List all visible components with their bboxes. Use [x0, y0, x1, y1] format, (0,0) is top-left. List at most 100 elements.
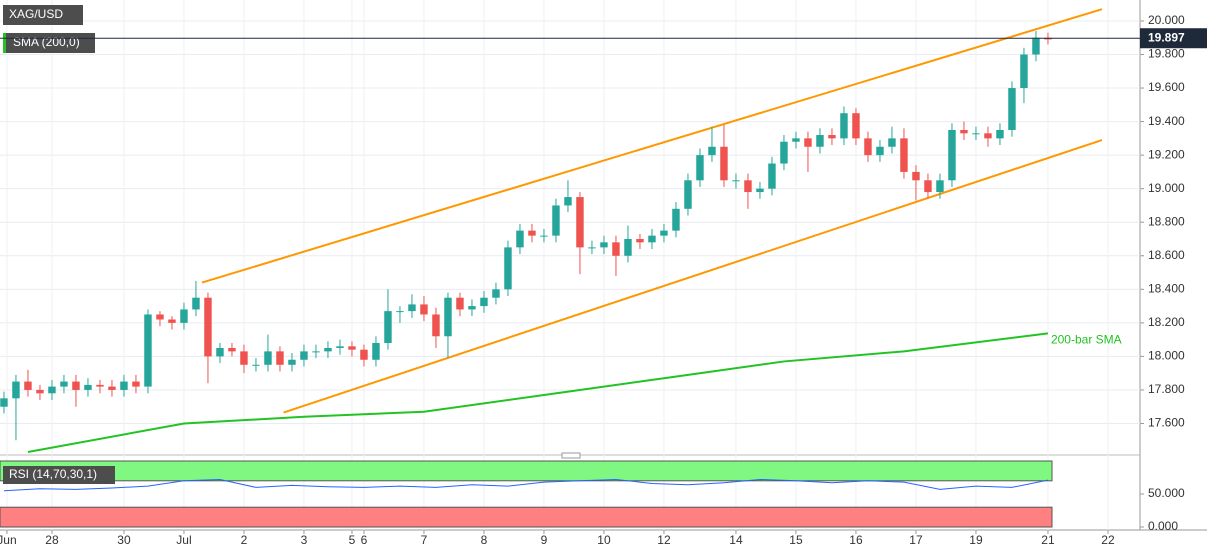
x-tick-label: Jul	[176, 533, 191, 547]
candle-body	[684, 180, 692, 209]
x-tick-label: 10	[597, 533, 611, 547]
candle-body	[120, 381, 128, 390]
candle-body	[696, 155, 704, 181]
y-tick-label: 18.800	[1148, 214, 1185, 228]
candle-body	[1020, 54, 1028, 89]
candle-body	[912, 171, 920, 181]
candle-body	[420, 304, 428, 315]
candle-body	[528, 230, 536, 236]
candle-body	[612, 242, 620, 256]
candle-body	[636, 238, 644, 243]
x-tick-label: 6	[361, 533, 368, 547]
y-tick-label: 18.600	[1148, 248, 1185, 262]
candle-body	[960, 129, 968, 134]
x-tick-label: Jun	[0, 533, 17, 547]
candle-body	[828, 135, 836, 139]
candle-body	[924, 180, 932, 193]
indicator-label: SMA (200,0)	[13, 35, 80, 49]
rsi-label-box	[3, 466, 115, 484]
x-tick-label: 3	[301, 533, 308, 547]
candle-body	[216, 348, 224, 357]
candle-body	[432, 314, 440, 337]
candle-body	[504, 247, 512, 290]
candle-body	[408, 304, 416, 312]
rsi-tick-label: 0.000	[1148, 519, 1178, 533]
candle-body	[396, 311, 404, 313]
trend-line	[201, 8, 1103, 284]
candle-body	[444, 297, 452, 337]
pane-handle[interactable]	[561, 452, 581, 459]
candle-body	[552, 205, 560, 236]
candle-body	[360, 349, 368, 360]
candle-body	[792, 138, 800, 142]
candle-body	[480, 297, 488, 307]
overbought-zone	[0, 460, 1053, 482]
y-tick-label: 18.400	[1148, 281, 1185, 295]
candle-body	[984, 133, 992, 139]
candle-body	[312, 351, 320, 353]
candle-body	[192, 297, 200, 310]
candle-body	[864, 138, 872, 156]
x-tick-label: 8	[481, 533, 488, 547]
sma-annotation: 200-bar SMA	[1051, 333, 1122, 347]
candle-body	[36, 389, 44, 394]
candle-body	[348, 346, 356, 350]
candle-body	[732, 180, 740, 182]
candle-body	[720, 146, 728, 181]
candle-body	[816, 135, 824, 147]
candle-body	[228, 348, 236, 352]
candle-body	[60, 381, 68, 387]
rsi-label: RSI (14,70,30,1)	[9, 467, 97, 481]
sma-line	[27, 332, 1049, 453]
candle-body	[672, 208, 680, 231]
y-tick-label: 19.400	[1148, 114, 1185, 128]
x-tick-label: 21	[1041, 533, 1055, 547]
y-tick-label: 19.000	[1148, 181, 1185, 195]
y-tick-label: 17.600	[1148, 416, 1185, 430]
candle-body	[24, 381, 32, 390]
rsi-tick-label: 50.000	[1148, 486, 1185, 500]
candle-body	[900, 138, 908, 172]
candle-body	[168, 319, 176, 323]
candle-body	[72, 381, 80, 390]
y-tick-label: 17.800	[1148, 382, 1185, 396]
y-tick-label: 19.200	[1148, 147, 1185, 161]
candle-body	[468, 306, 476, 310]
x-tick-label: 14	[729, 533, 743, 547]
candle-body	[48, 386, 56, 394]
candle-body	[804, 138, 812, 147]
candle-body	[744, 180, 752, 193]
candle-body	[456, 297, 464, 310]
plot	[0, 0, 1140, 530]
candle-body	[756, 188, 764, 193]
candle-body	[972, 133, 980, 135]
candle-body	[156, 314, 164, 320]
indicator-swatch	[3, 33, 6, 53]
candle-body	[948, 129, 956, 181]
candle-body	[276, 351, 284, 365]
last-price-label: 19.897	[1148, 30, 1185, 44]
x-tick-label: 7	[421, 533, 428, 547]
y-tick-label: 18.000	[1148, 349, 1185, 363]
y-tick-label: 19.600	[1148, 80, 1185, 94]
x-tick-label: 2	[241, 533, 248, 547]
candle-body	[840, 113, 848, 139]
candle-body	[888, 138, 896, 147]
y-tick-label: 19.800	[1148, 47, 1185, 61]
candle-body	[624, 238, 632, 256]
x-tick-label: 17	[909, 533, 923, 547]
candle-body	[144, 314, 152, 387]
x-tick-label: 30	[117, 533, 131, 547]
candle-body	[180, 309, 188, 323]
candle-body	[300, 351, 308, 360]
candle-body	[852, 113, 860, 139]
candle-body	[576, 197, 584, 248]
candle-body	[648, 235, 656, 243]
trend-line	[283, 139, 1103, 414]
candle-body	[492, 289, 500, 298]
candle-body	[996, 129, 1004, 139]
candle-body	[336, 346, 344, 349]
x-tick-label: 5	[349, 533, 356, 547]
x-tick-label: 15	[789, 533, 803, 547]
